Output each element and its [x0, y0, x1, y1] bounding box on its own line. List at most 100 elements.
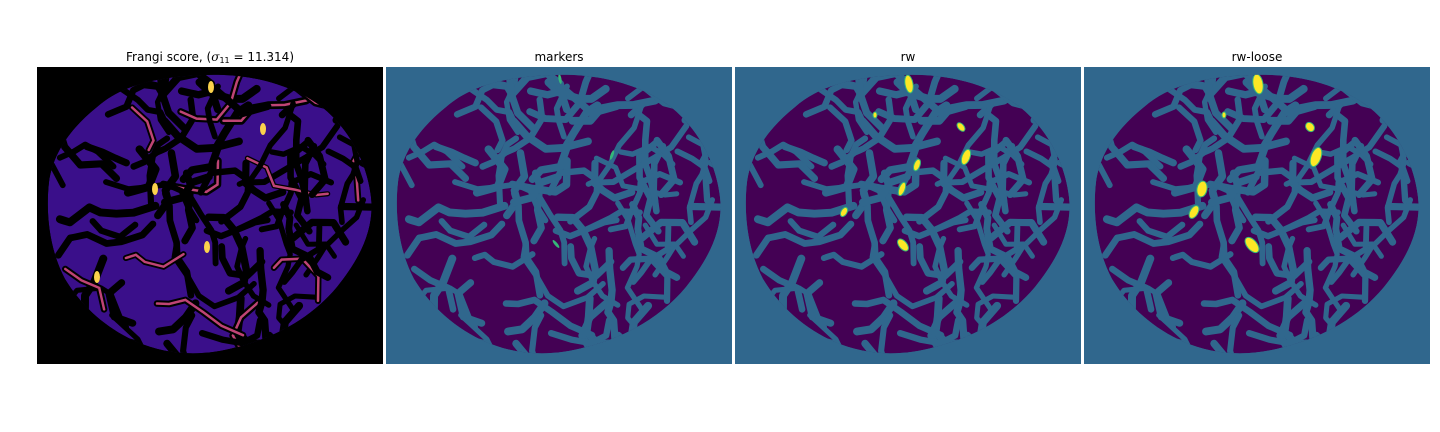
frangi-gap — [303, 197, 367, 278]
rw-loose-gap — [1234, 193, 1266, 267]
marker-seed — [609, 150, 615, 160]
vessel-segment — [1309, 146, 1323, 168]
markers-gap — [642, 222, 686, 259]
frangi-gap — [287, 138, 313, 235]
frangi-gap — [337, 195, 372, 211]
frangi-peak — [94, 271, 100, 283]
rw-gap — [1002, 136, 1027, 199]
rw-loose-gap — [1204, 74, 1261, 100]
rw-gap — [874, 74, 920, 114]
rw-gap — [974, 293, 1017, 329]
panel-title-frangi: Frangi score, (σ11 = 11.314) — [126, 50, 294, 65]
rw-tissue — [745, 74, 1070, 354]
rw-gap — [765, 285, 828, 330]
frangi-gap — [180, 312, 200, 354]
rw-loose-gap — [1350, 197, 1414, 278]
frangi-ridge — [155, 298, 245, 337]
frangi-peak — [152, 183, 158, 195]
markers-gap — [396, 145, 415, 189]
markers-svg — [386, 67, 732, 364]
rw-gap — [984, 111, 1009, 215]
frangi-peak — [260, 123, 266, 135]
rw-gap — [1023, 148, 1062, 185]
rw-gap — [953, 246, 968, 347]
rw-loose-gap — [1101, 220, 1204, 259]
rw-loose-gap — [1103, 141, 1164, 170]
markers-gap — [528, 137, 592, 184]
panel-title-rw: rw — [900, 50, 916, 64]
rw-gap — [1001, 197, 1065, 278]
frangi-gap — [255, 246, 270, 347]
rw-gap — [754, 141, 815, 170]
rw-loose-gap — [1282, 208, 1341, 232]
markers-gap — [403, 220, 506, 259]
rw-gap — [991, 222, 1035, 259]
rw-gap — [1035, 195, 1070, 211]
panel-frangi: Frangi score, (σ11 = 11.314) — [37, 0, 383, 432]
rw-loose-gap — [1291, 155, 1378, 198]
panel-markers: markers — [386, 0, 732, 432]
markers-gap — [525, 74, 571, 114]
rw-image — [735, 67, 1081, 364]
rw-gap — [860, 190, 893, 299]
markers-gap — [567, 243, 615, 280]
frangi-gap — [234, 235, 272, 308]
markers-gap — [411, 265, 457, 313]
rw-gap — [745, 145, 764, 189]
frangi-gap — [304, 136, 329, 199]
markers-gap — [652, 197, 716, 278]
markers-gap — [471, 251, 536, 270]
rw-gap — [838, 74, 887, 133]
rw-loose-image — [1084, 67, 1430, 364]
frangi-gap — [235, 208, 294, 232]
rw-loose-gap — [1187, 74, 1236, 133]
rw-loose-gap — [1223, 74, 1269, 114]
rw-loose-gap — [1281, 235, 1319, 308]
rw-loose-gap — [1323, 293, 1366, 329]
frangi-gap — [236, 100, 296, 187]
vessel-segment — [1188, 205, 1200, 219]
vessel-segment — [1244, 236, 1260, 254]
markers-gap — [512, 339, 561, 354]
frangi-gap — [157, 74, 214, 100]
rw-loose-gap — [1200, 296, 1294, 339]
frangi-ridge — [130, 106, 155, 152]
frangi-gap — [325, 148, 364, 185]
markers-gap — [477, 104, 506, 154]
rw-loose-gap — [1136, 218, 1186, 241]
vessel-segment — [960, 148, 972, 166]
frangi-gap — [276, 293, 319, 329]
markers-gap — [489, 74, 538, 133]
frangi-tissue — [47, 74, 372, 354]
rw-loose-gap — [1209, 190, 1242, 299]
frangi-ridge — [246, 156, 329, 197]
vessel-segment — [839, 206, 849, 218]
frangi-gap — [286, 111, 311, 215]
markers-gap — [504, 299, 549, 336]
frangi-gap — [179, 137, 243, 184]
marker-seed — [552, 240, 560, 248]
rw-gap — [985, 138, 1011, 235]
frangi-peak — [204, 241, 210, 253]
rw-loose-gap — [1210, 339, 1259, 354]
markers-gap — [585, 100, 645, 187]
markers-gap — [686, 195, 721, 211]
rw-gap — [916, 243, 964, 280]
frangi-ridge — [64, 267, 106, 311]
markers-gap — [635, 111, 660, 215]
vessel-segment — [1305, 121, 1315, 133]
markers-gap — [674, 148, 713, 185]
rw-gap — [885, 193, 917, 267]
vessel-segment — [913, 158, 921, 172]
rw-loose-gap — [1114, 285, 1177, 330]
frangi-peak — [208, 81, 214, 93]
rw-loose-gap — [1340, 222, 1384, 259]
panel-rw-loose: rw-loose — [1084, 0, 1430, 432]
markers-gap — [629, 200, 681, 281]
vessel-segment — [1221, 111, 1227, 119]
rw-loose-gap — [1327, 200, 1379, 281]
rw-gap — [752, 220, 855, 259]
panel-title-rw-loose: rw-loose — [1231, 50, 1283, 64]
vessel-segment — [1196, 180, 1208, 198]
rw-gap — [861, 339, 910, 354]
